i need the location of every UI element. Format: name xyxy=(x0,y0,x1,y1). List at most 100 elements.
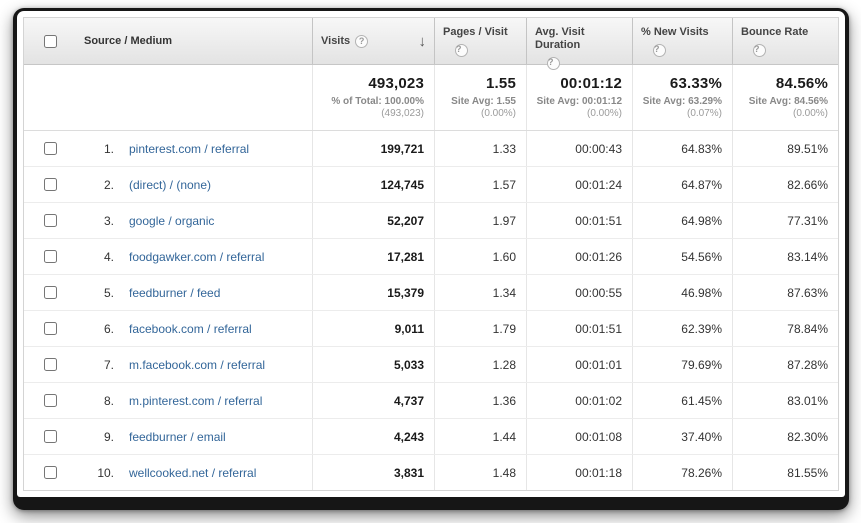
row-checkbox[interactable] xyxy=(43,394,57,407)
row-checkbox[interactable] xyxy=(43,430,57,443)
source-link[interactable]: feedburner / feed xyxy=(129,285,221,300)
select-all-checkbox[interactable] xyxy=(43,34,57,48)
source-link[interactable]: feedburner / email xyxy=(129,429,226,444)
summary-checkbox-cell xyxy=(24,65,76,130)
row-checkbox-cell xyxy=(24,455,76,490)
row-checkbox[interactable] xyxy=(43,322,57,335)
summary-pages-total: 1.55 xyxy=(486,75,516,92)
table-row: 2. (direct) / (none) 124,745 1.57 00:01:… xyxy=(24,167,838,203)
row-new-value: 37.40% xyxy=(632,419,732,454)
row-visits-value: 3,831 xyxy=(393,465,424,480)
summary-bounce-delta: (0.00%) xyxy=(792,108,828,119)
row-duration-value: 00:01:26 xyxy=(526,239,632,274)
row-checkbox-cell xyxy=(24,131,76,166)
row-pages-value: 1.60 xyxy=(434,239,526,274)
summary-visits: 493,023 % of Total: 100.00% (493,023) xyxy=(312,65,434,130)
header-pages-visit[interactable]: Pages / Visit ? xyxy=(434,18,526,64)
help-icon[interactable]: ? xyxy=(355,34,369,48)
summary-pages-avg: Site Avg: 1.55 xyxy=(451,96,516,107)
row-visits-cell: 17,281 xyxy=(312,239,434,274)
row-rank: 1. xyxy=(103,141,114,156)
header-visits-label: Visits xyxy=(321,34,351,47)
row-visits-value: 4,243 xyxy=(393,429,424,444)
row-rank: 10. xyxy=(97,465,114,480)
row-duration-value: 00:00:55 xyxy=(526,275,632,310)
row-checkbox[interactable] xyxy=(43,358,57,371)
table-row: 1. pinterest.com / referral 199,721 1.33… xyxy=(24,131,838,167)
row-checkbox[interactable] xyxy=(43,286,57,299)
help-icon[interactable]: ? xyxy=(547,57,560,70)
summary-bounce-total: 84.56% xyxy=(775,75,828,92)
row-pages-value: 1.36 xyxy=(434,383,526,418)
table-row: 6. facebook.com / referral 9,011 1.79 00… xyxy=(24,311,838,347)
row-checkbox-cell xyxy=(24,383,76,418)
row-duration-value: 00:01:01 xyxy=(526,347,632,382)
row-bounce-value: 78.84% xyxy=(732,311,838,346)
source-link[interactable]: wellcooked.net / referral xyxy=(129,465,257,480)
source-link[interactable]: pinterest.com / referral xyxy=(129,141,250,156)
sort-desc-icon[interactable]: ↓ xyxy=(418,32,427,50)
row-visits-value: 5,033 xyxy=(393,357,424,372)
row-checkbox-cell xyxy=(24,239,76,274)
row-new-value: 78.26% xyxy=(632,455,732,490)
table-body: 1. pinterest.com / referral 199,721 1.33… xyxy=(24,131,838,490)
row-rank: 9. xyxy=(103,429,114,444)
table-row: 7. m.facebook.com / referral 5,033 1.28 … xyxy=(24,347,838,383)
source-link[interactable]: foodgawker.com / referral xyxy=(129,249,265,264)
help-icon[interactable]: ? xyxy=(455,44,468,57)
header-checkbox-cell xyxy=(24,18,76,64)
row-checkbox[interactable] xyxy=(43,178,57,191)
summary-pages: 1.55 Site Avg: 1.55 (0.00%) xyxy=(434,65,526,130)
row-duration-value: 00:01:24 xyxy=(526,167,632,202)
row-source-cell: 10. wellcooked.net / referral xyxy=(76,455,312,490)
header-visits[interactable]: Visits ? ↓ xyxy=(312,18,434,64)
source-link[interactable]: m.facebook.com / referral xyxy=(129,357,266,372)
row-rank: 3. xyxy=(103,213,114,228)
source-link[interactable]: facebook.com / referral xyxy=(129,321,252,336)
row-visits-value: 9,011 xyxy=(394,321,424,336)
row-new-value: 79.69% xyxy=(632,347,732,382)
row-source-cell: 4. foodgawker.com / referral xyxy=(76,239,312,274)
row-bounce-value: 87.28% xyxy=(732,347,838,382)
row-pages-value: 1.79 xyxy=(434,311,526,346)
help-icon[interactable]: ? xyxy=(653,44,666,57)
row-pages-value: 1.57 xyxy=(434,167,526,202)
row-duration-value: 00:01:51 xyxy=(526,203,632,238)
help-icon[interactable]: ? xyxy=(753,44,766,57)
row-checkbox-cell xyxy=(24,419,76,454)
summary-visits-pct: % of Total: 100.00% xyxy=(331,96,424,107)
row-checkbox-cell xyxy=(24,203,76,238)
header-new-visits[interactable]: % New Visits ? xyxy=(632,18,732,64)
row-pages-value: 1.28 xyxy=(434,347,526,382)
row-visits-cell: 124,745 xyxy=(312,167,434,202)
row-pages-value: 1.33 xyxy=(434,131,526,166)
row-visits-cell: 199,721 xyxy=(312,131,434,166)
row-duration-value: 00:01:08 xyxy=(526,419,632,454)
header-bounce-rate[interactable]: Bounce Rate ? xyxy=(732,18,838,64)
summary-duration-avg: Site Avg: 00:01:12 xyxy=(536,96,622,107)
row-pages-value: 1.97 xyxy=(434,203,526,238)
row-visits-cell: 3,831 xyxy=(312,455,434,490)
row-visits-cell: 52,207 xyxy=(312,203,434,238)
row-new-value: 62.39% xyxy=(632,311,732,346)
summary-new-visits: 63.33% Site Avg: 63.29% (0.07%) xyxy=(632,65,732,130)
row-visits-cell: 9,011 xyxy=(312,311,434,346)
row-checkbox[interactable] xyxy=(43,250,57,263)
row-checkbox[interactable] xyxy=(43,466,57,479)
source-link[interactable]: m.pinterest.com / referral xyxy=(129,393,263,408)
row-checkbox[interactable] xyxy=(43,142,57,155)
row-rank: 2. xyxy=(103,177,114,192)
row-duration-value: 00:01:51 xyxy=(526,311,632,346)
row-checkbox[interactable] xyxy=(43,214,57,227)
summary-new-total: 63.33% xyxy=(669,75,722,92)
source-link[interactable]: google / organic xyxy=(129,213,215,228)
source-link[interactable]: (direct) / (none) xyxy=(129,177,212,192)
row-bounce-value: 82.30% xyxy=(732,419,838,454)
row-visits-cell: 4,243 xyxy=(312,419,434,454)
header-avg-duration[interactable]: Avg. Visit Duration ? xyxy=(526,18,632,70)
row-new-value: 64.83% xyxy=(632,131,732,166)
summary-row: 493,023 % of Total: 100.00% (493,023) 1.… xyxy=(24,65,838,131)
header-source-medium[interactable]: Source / Medium xyxy=(76,18,312,64)
window-frame: Source / Medium Visits ? ↓ Pages / Visit… xyxy=(13,8,849,510)
summary-new-delta: (0.07%) xyxy=(686,108,722,119)
